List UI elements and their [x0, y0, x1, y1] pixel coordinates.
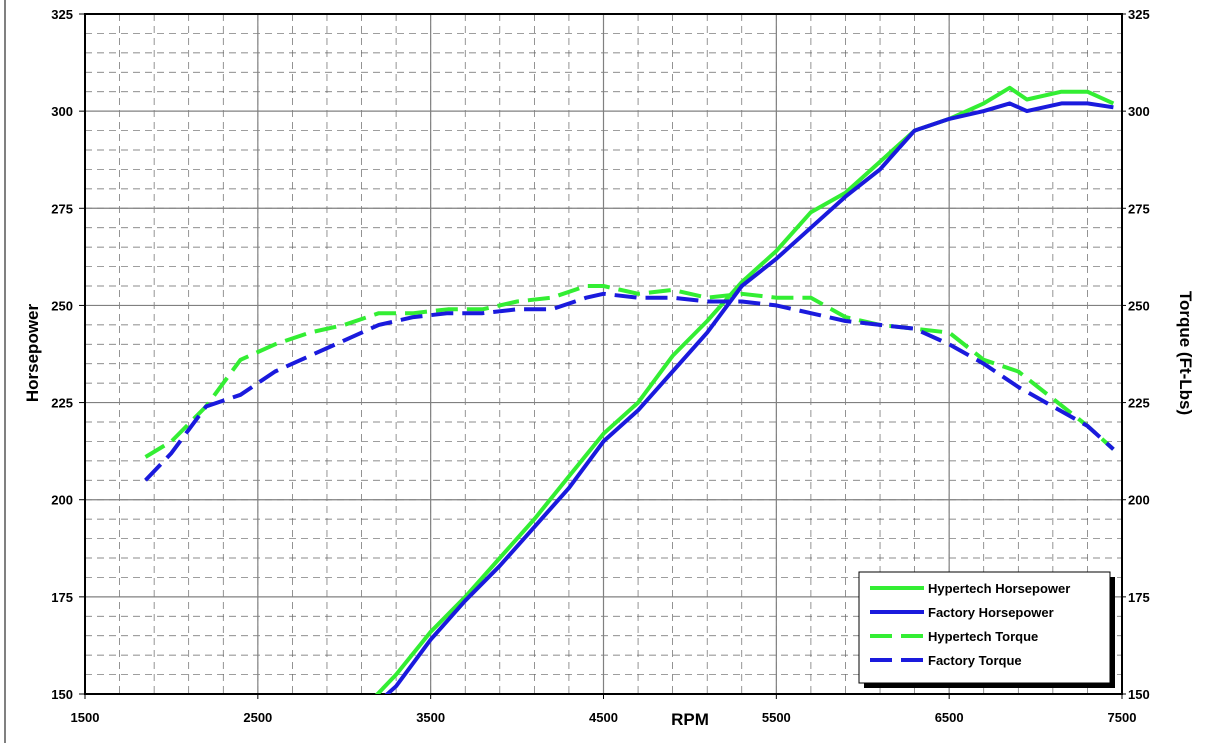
x-tick-label: 2500: [243, 710, 272, 725]
y-tick-label-right: 200: [1128, 493, 1150, 508]
y-tick-label-right: 275: [1128, 201, 1150, 216]
y-tick-label-right: 325: [1128, 7, 1150, 22]
y-tick-label-right: 150: [1128, 687, 1150, 702]
y-tick-label-left: 175: [51, 590, 73, 605]
y-tick-label-left: 300: [51, 104, 73, 119]
y-tick-label-right: 250: [1128, 298, 1150, 313]
x-tick-label: 3500: [416, 710, 445, 725]
x-tick-label: 7500: [1108, 710, 1137, 725]
y-tick-label-left: 325: [51, 7, 73, 22]
x-tick-label: 4500: [589, 710, 618, 725]
y-axis-title-left: Horsepower: [23, 303, 42, 402]
y-tick-label-right: 300: [1128, 104, 1150, 119]
series-layer: [144, 85, 1115, 694]
y-axis-title-right: Torque (Ft-Lbs): [1176, 291, 1195, 415]
legend-box: [858, 571, 1111, 684]
x-tick-label: 5500: [762, 710, 791, 725]
y-tick-label-left: 225: [51, 396, 73, 411]
series-line-hypertech-torque: [144, 284, 1115, 459]
series-line-factory-horsepower: [384, 101, 1114, 694]
legend-label: Factory Torque: [928, 653, 1022, 668]
legend-label: Hypertech Horsepower: [928, 581, 1070, 596]
y-tick-labels-right: 150 175 200 225 250 275 300 325: [1122, 7, 1150, 702]
legend: Hypertech Horsepower Factory Horsepower Hy…: [858, 571, 1115, 688]
legend-label: Hypertech Torque: [928, 629, 1038, 644]
series-line-factory-torque: [144, 291, 1115, 482]
x-tick-label: 1500: [71, 710, 100, 725]
legend-label: Factory Horsepower: [928, 605, 1054, 620]
y-tick-labels-left: 150 175 200 225 250 275 300 325: [51, 7, 85, 702]
series-line-hypertech-horsepower: [374, 85, 1115, 694]
y-tick-label-left: 150: [51, 687, 73, 702]
y-tick-label-right: 225: [1128, 396, 1150, 411]
x-tick-labels: 1500 2500 3500 4500 5500 6500 7500: [71, 694, 1137, 725]
x-axis-title: RPM: [671, 710, 709, 729]
y-tick-label-left: 250: [51, 298, 73, 313]
x-tick-label: 6500: [935, 710, 964, 725]
y-tick-label-right: 175: [1128, 590, 1150, 605]
y-tick-label-left: 200: [51, 493, 73, 508]
y-tick-label-left: 275: [51, 201, 73, 216]
